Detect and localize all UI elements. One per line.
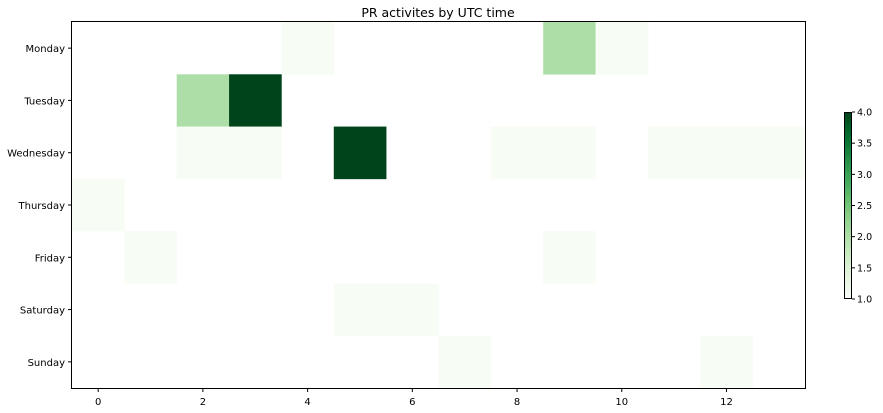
y-tick-label: Sunday: [28, 358, 65, 369]
colorbar-tick-label: 3.5: [857, 139, 872, 150]
heatmap-cell: [229, 126, 282, 180]
x-tick-label: 2: [200, 397, 206, 408]
colorbar-gradient: [844, 112, 852, 299]
heatmap-cell: [124, 231, 178, 284]
y-tick-label: Friday: [35, 253, 65, 264]
heatmap-cell: [72, 178, 125, 232]
heatmap-cell: [176, 74, 230, 127]
heatmap-cell: [229, 74, 282, 127]
y-tick-label: Saturday: [20, 306, 65, 317]
x-tick-label: 8: [514, 397, 520, 408]
x-tick-label: 12: [720, 397, 733, 408]
heatmap-cell: [595, 22, 649, 75]
heatmap-cell: [752, 126, 806, 180]
heatmap-cell: [543, 231, 596, 284]
y-tick-label: Thursday: [18, 201, 66, 212]
colorbar-tick-label: 1.5: [857, 263, 872, 274]
x-tick-label: 6: [409, 397, 415, 408]
heatmap-cells: [72, 22, 806, 389]
x-tick-label: 10: [615, 397, 628, 408]
heatmap-cell: [386, 283, 439, 337]
colorbar: 1.0 1.5 2.0 2.5 3.0 3.5 4.0: [844, 108, 872, 306]
heatmap-cell: [543, 126, 596, 180]
x-tick-label: 0: [95, 397, 101, 408]
colorbar-tick-label: 1.0: [857, 295, 872, 306]
colorbar-tick-label: 3.0: [857, 170, 872, 181]
colorbar-tick-label: 4.0: [857, 108, 872, 119]
y-tick-label: Wednesday: [7, 149, 65, 160]
colorbar-frame: [844, 112, 852, 299]
y-tick-label: Monday: [26, 44, 66, 55]
heatmap-cell: [438, 335, 492, 389]
x-tick-label: 4: [304, 397, 310, 408]
heatmap-cell: [647, 126, 701, 180]
heatmap-cell: [543, 22, 596, 75]
heatmap-cell: [333, 283, 387, 337]
heatmap-cell: [700, 335, 753, 389]
heatmap-cell: [176, 126, 230, 180]
colorbar-tick-label: 2.0: [857, 232, 872, 243]
heatmap-cell: [281, 22, 335, 75]
y-tick-label: Tuesday: [23, 96, 65, 107]
heatmap-cell: [490, 126, 544, 180]
chart-title: PR activites by UTC time: [361, 5, 515, 20]
heatmap-cell: [333, 126, 387, 180]
colorbar-tick-label: 2.5: [857, 201, 872, 212]
y-axis: Monday Tuesday Wednesday Thursday Friday Satu…: [7, 44, 72, 369]
x-axis: 0 2 4 6 8 10 12: [95, 388, 733, 408]
heatmap-cell: [700, 126, 753, 180]
